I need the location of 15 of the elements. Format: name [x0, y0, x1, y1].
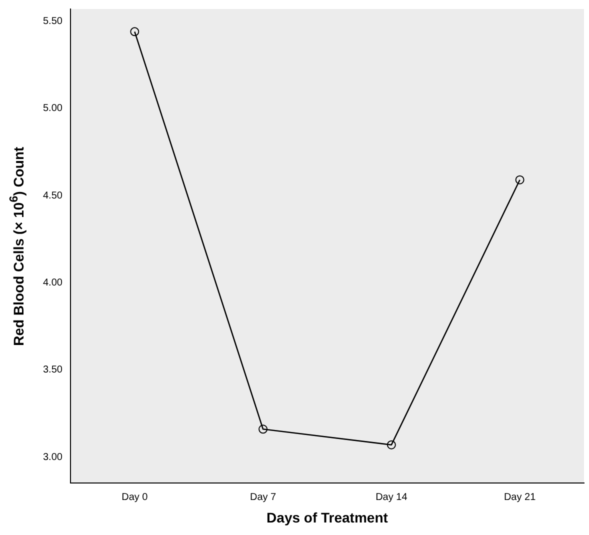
y-tick-label: 5.50 [42, 16, 63, 27]
y-tick-label: 4.50 [42, 190, 63, 202]
x-tick-label: Day 21 [504, 492, 536, 503]
point [386, 440, 396, 450]
y-tick-label: 4.00 [42, 277, 63, 288]
point [258, 424, 268, 434]
point [130, 27, 140, 36]
point [515, 175, 524, 184]
y-tick-label: 5.00 [42, 103, 63, 114]
x-axis-title: Days of Treatment [266, 509, 388, 526]
x-tick-label: Day 0 [122, 492, 148, 503]
x-tick-label: Day 14 [376, 492, 408, 503]
y-tick-label: 3.00 [42, 452, 63, 463]
y-tick-label: 3.50 [42, 364, 63, 376]
x-tick-label: Day 7 [250, 492, 277, 503]
